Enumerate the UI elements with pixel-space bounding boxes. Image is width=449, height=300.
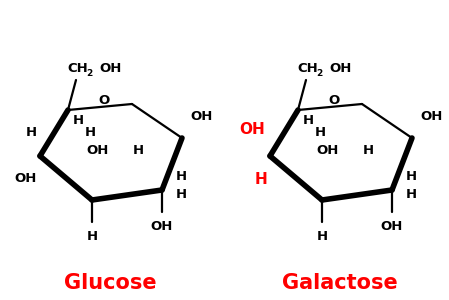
Text: OH: OH xyxy=(190,110,212,122)
Text: OH: OH xyxy=(329,62,352,76)
Text: OH: OH xyxy=(151,220,173,233)
Text: OH: OH xyxy=(239,122,265,137)
Text: H: H xyxy=(406,188,417,200)
Text: O: O xyxy=(328,94,339,106)
Text: OH: OH xyxy=(317,143,339,157)
Text: H: H xyxy=(72,113,84,127)
Text: OH: OH xyxy=(87,143,109,157)
Text: H: H xyxy=(406,169,417,182)
Text: CH: CH xyxy=(68,62,88,76)
Text: 2: 2 xyxy=(86,68,92,77)
Text: OH: OH xyxy=(15,172,37,184)
Text: H: H xyxy=(176,188,187,200)
Text: H: H xyxy=(303,113,313,127)
Text: CH: CH xyxy=(298,62,318,76)
Text: H: H xyxy=(132,143,144,157)
Text: H: H xyxy=(362,143,374,157)
Text: H: H xyxy=(254,172,267,188)
Text: H: H xyxy=(314,125,326,139)
Text: H: H xyxy=(26,125,37,139)
Text: Galactose: Galactose xyxy=(282,273,398,293)
Text: 2: 2 xyxy=(316,68,322,77)
Text: OH: OH xyxy=(420,110,442,122)
Text: H: H xyxy=(84,125,96,139)
Text: H: H xyxy=(176,169,187,182)
Text: H: H xyxy=(87,230,97,243)
Text: OH: OH xyxy=(381,220,403,233)
Text: OH: OH xyxy=(99,62,121,76)
Text: O: O xyxy=(98,94,110,106)
Text: Glucose: Glucose xyxy=(64,273,156,293)
Text: H: H xyxy=(317,230,328,243)
